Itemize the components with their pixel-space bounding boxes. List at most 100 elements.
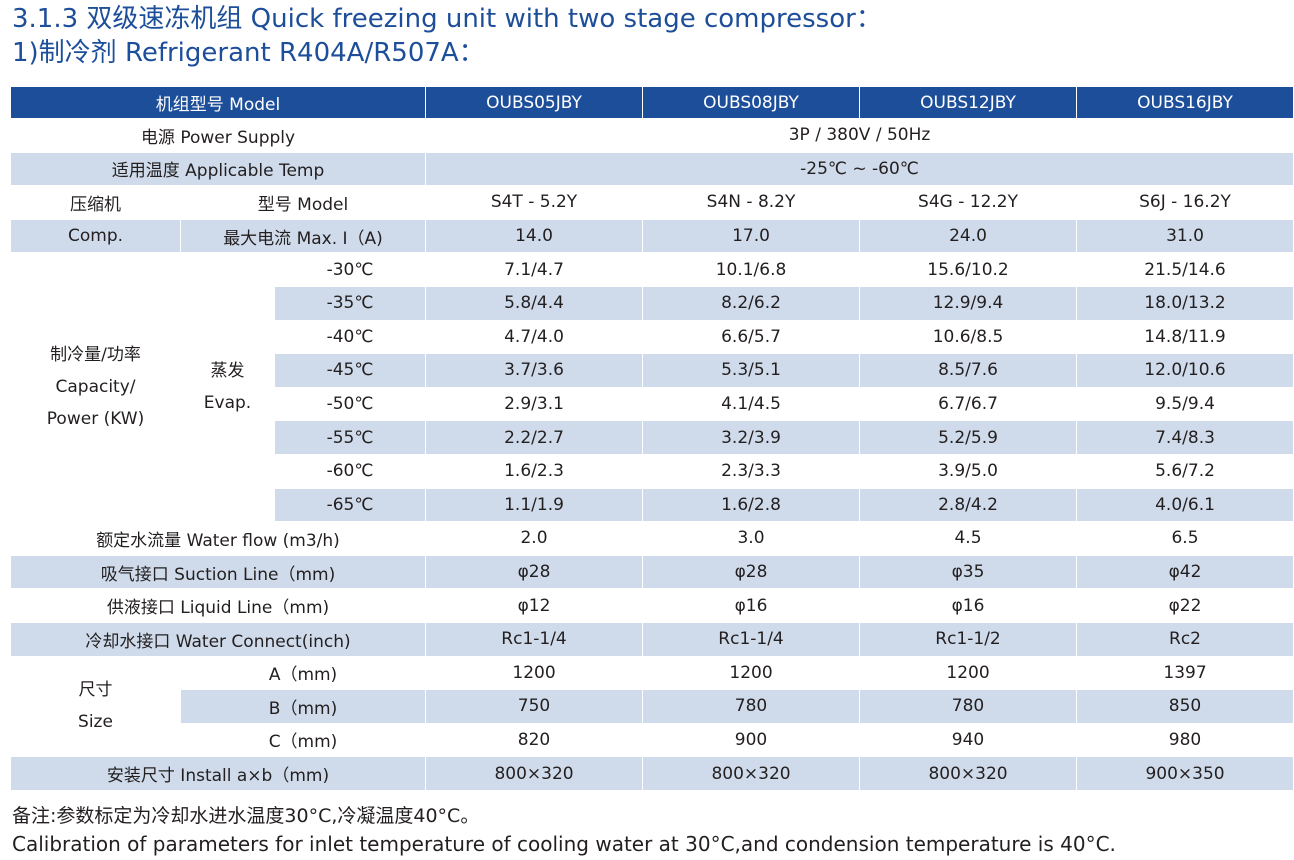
table-cell: 1200 (425, 655, 644, 691)
table-cell: S4G - 12.2Y (859, 185, 1078, 220)
size-row: C（mm) 820 900 940 980 (11, 722, 1294, 758)
model-header-cell: OUBS05JBY (425, 86, 644, 119)
table-cell: Rc1-1/4 (425, 621, 644, 657)
capacity-label-en: Capacity/ (55, 377, 136, 398)
model-header-cell: OUBS12JBY (859, 86, 1078, 119)
suction-line-row: 吸气接口 Suction Line（mm) φ28 φ28 φ35 φ42 (9, 554, 1294, 590)
water-flow-row: 额定水流量 Water flow (m3/h) 2.0 3.0 4.5 6.5 (9, 521, 1294, 556)
evap-temp-label: -55℃ (273, 420, 427, 455)
evap-temp-label: -60℃ (273, 453, 427, 489)
table-cell: 5.8/4.4 (425, 285, 644, 321)
table-cell: 18.0/13.2 (1076, 285, 1294, 321)
row-label: 适用温度 Applicable Temp (9, 151, 427, 187)
table-cell: 900 (642, 722, 861, 758)
table-cell: 1.1/1.9 (425, 487, 644, 523)
size-label-en: Size (78, 712, 113, 733)
table-cell: 2.3/3.3 (642, 453, 861, 489)
row-label: 吸气接口 Suction Line（mm) (9, 554, 427, 590)
applicable-temp-value: -25℃ ~ -60℃ (425, 151, 1294, 187)
table-cell: 780 (642, 689, 861, 724)
capacity-row: -40℃ 4.7/4.0 6.6/5.7 10.6/8.5 14.8/11.9 (11, 319, 1294, 355)
size-group-label: 尺寸 Size (10, 655, 181, 758)
table-cell: 14.8/11.9 (1076, 319, 1294, 355)
table-cell: 750 (425, 689, 644, 724)
size-label-cn: 尺寸 (78, 680, 113, 701)
size-row: B（mm) 750 780 780 850 (11, 689, 1294, 724)
row-label: 电源 Power Supply (9, 118, 427, 153)
table-cell: 10.1/6.8 (642, 252, 861, 287)
table-cell: 6.7/6.7 (859, 386, 1078, 422)
table-cell: 15.6/10.2 (859, 252, 1078, 287)
table-cell: 9.5/9.4 (1076, 386, 1294, 422)
table-cell: 4.7/4.0 (425, 319, 644, 355)
capacity-row: -60℃ 1.6/2.3 2.3/3.3 3.9/5.0 5.6/7.2 (11, 453, 1294, 489)
table-cell: Rc1-1/4 (642, 621, 861, 657)
evap-temp-label: -35℃ (273, 285, 427, 321)
capacity-label-unit: Power (KW) (46, 409, 145, 430)
table-cell: 800×320 (859, 756, 1078, 791)
liquid-line-row: 供液接口 Liquid Line（mm) φ12 φ16 φ16 φ22 (9, 588, 1294, 623)
power-supply-row: 电源 Power Supply 3P / 380V / 50Hz (9, 118, 1294, 153)
table-cell: 21.5/14.6 (1076, 252, 1294, 287)
water-connect-row: 冷却水接口 Water Connect(inch) Rc1-1/4 Rc1-1/… (9, 621, 1294, 657)
evap-temp-label: -30℃ (273, 252, 427, 287)
model-header-cell: OUBS16JBY (1076, 86, 1294, 119)
table-cell: φ28 (425, 554, 644, 590)
table-cell: 5.2/5.9 (859, 420, 1078, 455)
table-cell: 780 (859, 689, 1078, 724)
table-cell: 3.0 (642, 521, 861, 556)
compressor-group-label-en: Comp. (10, 218, 181, 254)
table-cell: 7.4/8.3 (1076, 420, 1294, 455)
table-cell: 980 (1076, 722, 1294, 758)
table-cell: φ28 (642, 554, 861, 590)
table-cell: 3.9/5.0 (859, 453, 1078, 489)
table-cell: 1.6/2.8 (642, 487, 861, 523)
refrigerant-subtitle: 1)制冷剂 Refrigerant R404A/R507A： (12, 38, 485, 68)
row-label: C（mm) (179, 722, 427, 758)
capacity-label-cn: 制冷量/功率 (50, 345, 141, 366)
table-cell: 800×320 (642, 756, 861, 791)
table-cell: 940 (859, 722, 1078, 758)
evap-temp-label: -45℃ (273, 353, 427, 388)
table-cell: 1200 (859, 655, 1078, 691)
compressor-model-row: 压缩机 型号 Model S4T - 5.2Y S4N - 8.2Y S4G -… (10, 185, 1294, 220)
note-en: Calibration of parameters for inlet temp… (12, 832, 1116, 856)
table-cell: 5.6/7.2 (1076, 453, 1294, 489)
table-cell: Rc2 (1076, 621, 1294, 657)
capacity-row: -65℃ 1.1/1.9 1.6/2.8 2.8/4.2 4.0/6.1 (11, 487, 1294, 523)
evap-temp-label: -50℃ (273, 386, 427, 422)
table-cell: φ16 (642, 588, 861, 623)
table-cell: φ22 (1076, 588, 1294, 623)
install-row: 安装尺寸 Install a×b（mm) 800×320 800×320 800… (9, 756, 1294, 791)
table-cell: 2.9/3.1 (425, 386, 644, 422)
evap-label-en: Evap. (203, 393, 252, 414)
table-cell: 5.3/5.1 (642, 353, 861, 388)
evap-label-cn: 蒸发 (210, 361, 245, 382)
power-supply-value: 3P / 380V / 50Hz (425, 118, 1294, 153)
table-cell: 10.6/8.5 (859, 319, 1078, 355)
table-cell: φ42 (1076, 554, 1294, 590)
row-label: 安装尺寸 Install a×b（mm) (9, 756, 427, 791)
model-header-cell: OUBS08JBY (642, 86, 861, 119)
row-label: A（mm) (179, 655, 427, 691)
spec-table: 机组型号 Model OUBS05JBY OUBS08JBY OUBS12JBY… (9, 86, 1294, 791)
model-header-label: 机组型号 Model (9, 86, 427, 119)
table-cell: 900×350 (1076, 756, 1294, 791)
applicable-temp-row: 适用温度 Applicable Temp -25℃ ~ -60℃ (9, 151, 1294, 187)
table-cell: 1397 (1076, 655, 1294, 691)
capacity-row: -50℃ 2.9/3.1 4.1/4.5 6.7/6.7 9.5/9.4 (11, 386, 1294, 422)
table-cell: 7.1/4.7 (425, 252, 644, 287)
table-cell: S4T - 5.2Y (425, 185, 644, 220)
row-label: 额定水流量 Water flow (m3/h) (9, 521, 427, 556)
evap-group-label: 蒸发 Evap. (180, 252, 275, 523)
table-cell: 14.0 (425, 218, 644, 254)
capacity-row: -45℃ 3.7/3.6 5.3/5.1 8.5/7.6 12.0/10.6 (11, 353, 1294, 388)
note-cn: 备注:参数标定为冷却水进水温度30°C,冷凝温度40°C。 (12, 805, 480, 827)
row-label: 最大电流 Max. I（A) (179, 218, 427, 254)
evap-temp-label: -40℃ (273, 319, 427, 355)
table-cell: Rc1-1/2 (859, 621, 1078, 657)
table-cell: 6.5 (1076, 521, 1294, 556)
table-cell: φ35 (859, 554, 1078, 590)
row-label: 冷却水接口 Water Connect(inch) (9, 621, 427, 657)
size-row: 尺寸 Size A（mm) 1200 1200 1200 1397 (10, 655, 1294, 758)
